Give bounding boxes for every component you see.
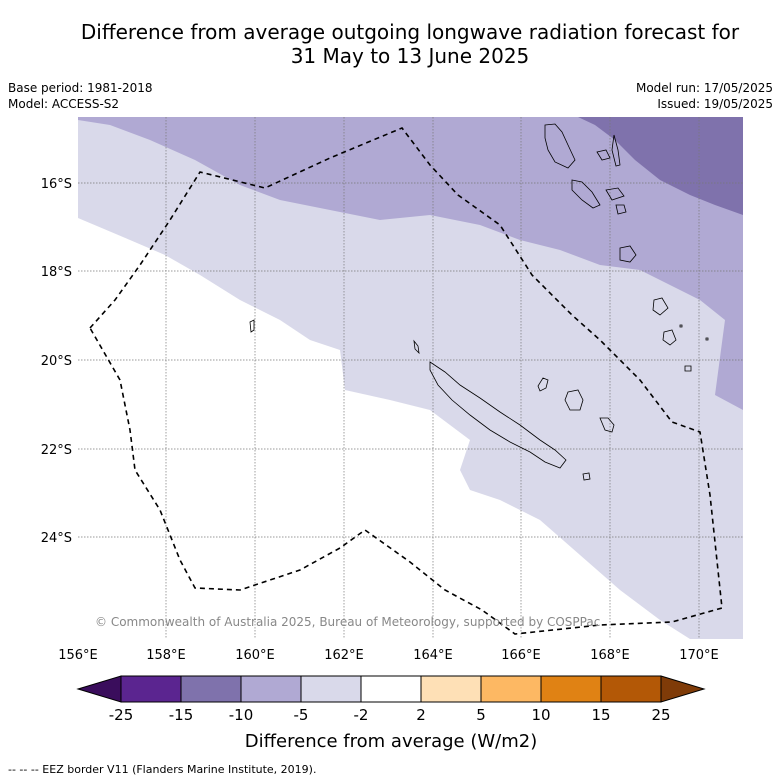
lon-label-162: 162°E — [324, 648, 364, 663]
colorbar-tick-label: 15 — [591, 706, 610, 724]
base-period: Base period: 1981-2018 — [8, 81, 153, 95]
eez-border — [89, 127, 723, 635]
colorbar-tick-label: -5 — [294, 706, 309, 724]
epi-coast — [615, 204, 627, 215]
coastlines — [249, 123, 709, 481]
colorbar-extend-high — [660, 675, 706, 703]
colorbar-extend-low — [76, 675, 122, 703]
map-area: © Commonwealth of Australia 2025, Bureau… — [78, 117, 743, 639]
tanna-coast — [662, 329, 677, 346]
espiritu-santo-coast — [544, 123, 576, 169]
colorbar-tick-label: -25 — [109, 706, 134, 724]
lon-label-164: 164°E — [413, 648, 453, 663]
colorbar-tick-label: -2 — [354, 706, 369, 724]
chesterfield-islet — [249, 319, 255, 333]
colorbar-tick-label: 25 — [651, 706, 670, 724]
lon-label-168: 168°E — [590, 648, 630, 663]
lon-label-170: 170°E — [679, 648, 719, 663]
colorbar-swatch-minus10-minus5 — [240, 675, 302, 703]
ambrym-coast — [605, 187, 625, 201]
meta-right: Model run: 17/05/2025 Issued: 19/05/2025 — [636, 80, 773, 112]
colorbar-tick-label: 2 — [416, 706, 426, 724]
graticule — [78, 117, 743, 639]
colorbar-swatch-5-10 — [480, 675, 542, 703]
lifou-coast — [564, 389, 584, 411]
lat-labels: 16°S 18°S 20°S 22°S 24°S — [41, 177, 72, 546]
colorbar-swatch-minus2-2 — [360, 675, 422, 703]
lat-label-24: 24°S — [41, 531, 72, 546]
colorbar: -25 -15 -10 -5 -2 2 5 10 15 25 Differenc… — [76, 675, 706, 752]
chart-title: Difference from average outgoing longwav… — [0, 20, 781, 68]
copyright-text: © Commonwealth of Australia 2025, Bureau… — [95, 615, 600, 629]
lon-labels: 156°E 158°E 160°E 162°E 164°E 166°E 168°… — [58, 648, 719, 663]
colorbar-swatch-minus25-minus15 — [120, 675, 182, 703]
ouvea-coast — [537, 377, 549, 392]
matthew-island — [705, 337, 709, 341]
lon-label-160: 160°E — [235, 648, 275, 663]
aneityum-coast — [684, 365, 692, 372]
colorbar-swatch-2-5 — [420, 675, 482, 703]
colorbar-swatch-minus15-minus10 — [180, 675, 242, 703]
erromango-coast — [652, 297, 669, 316]
colorbar-tick-label: 10 — [531, 706, 550, 724]
colorbar-title: Difference from average (W/m2) — [245, 731, 537, 752]
malekula-coast — [571, 179, 601, 209]
lat-label-18: 18°S — [41, 265, 72, 280]
colorbar-swatch-15-25 — [600, 675, 662, 703]
efate-coast — [619, 245, 637, 263]
anomaly-band-minus10-minus5 — [78, 117, 743, 410]
belep-islands-coast — [413, 339, 420, 355]
eez-legend-footer: -- -- -- EEZ border V11 (Flanders Marine… — [8, 763, 317, 776]
colorbar-tick-label: -10 — [229, 706, 254, 724]
lon-label-166: 166°E — [501, 648, 541, 663]
lat-label-20: 20°S — [41, 354, 72, 369]
colorbar-tick-label: -15 — [169, 706, 194, 724]
lat-label-22: 22°S — [41, 443, 72, 458]
meta-left: Base period: 1981-2018 Model: ACCESS-S2 — [8, 80, 153, 112]
issued-date: Issued: 19/05/2025 — [657, 97, 773, 111]
lat-label-16: 16°S — [41, 177, 72, 192]
title-line-1: Difference from average outgoing longwav… — [80, 20, 740, 44]
lon-label-156: 156°E — [58, 648, 98, 663]
pentecost-coast — [611, 134, 621, 167]
colorbar-swatch-10-15 — [540, 675, 602, 703]
mare-coast — [599, 417, 615, 433]
colorbar-swatch-minus5-minus2 — [300, 675, 362, 703]
title-line-2: 31 May to 13 June 2025 — [290, 44, 530, 68]
colorbar-tick-label: 5 — [476, 706, 486, 724]
hunter-island — [679, 324, 683, 328]
lon-label-158: 158°E — [146, 648, 186, 663]
model-run: Model run: 17/05/2025 — [635, 81, 773, 95]
maewo-coast — [596, 149, 611, 161]
isle-of-pines-coast — [582, 472, 591, 481]
model-name: Model: ACCESS-S2 — [8, 97, 120, 111]
new-caledonia-coast — [429, 361, 567, 469]
anomaly-band-minus15-minus10 — [578, 117, 743, 215]
